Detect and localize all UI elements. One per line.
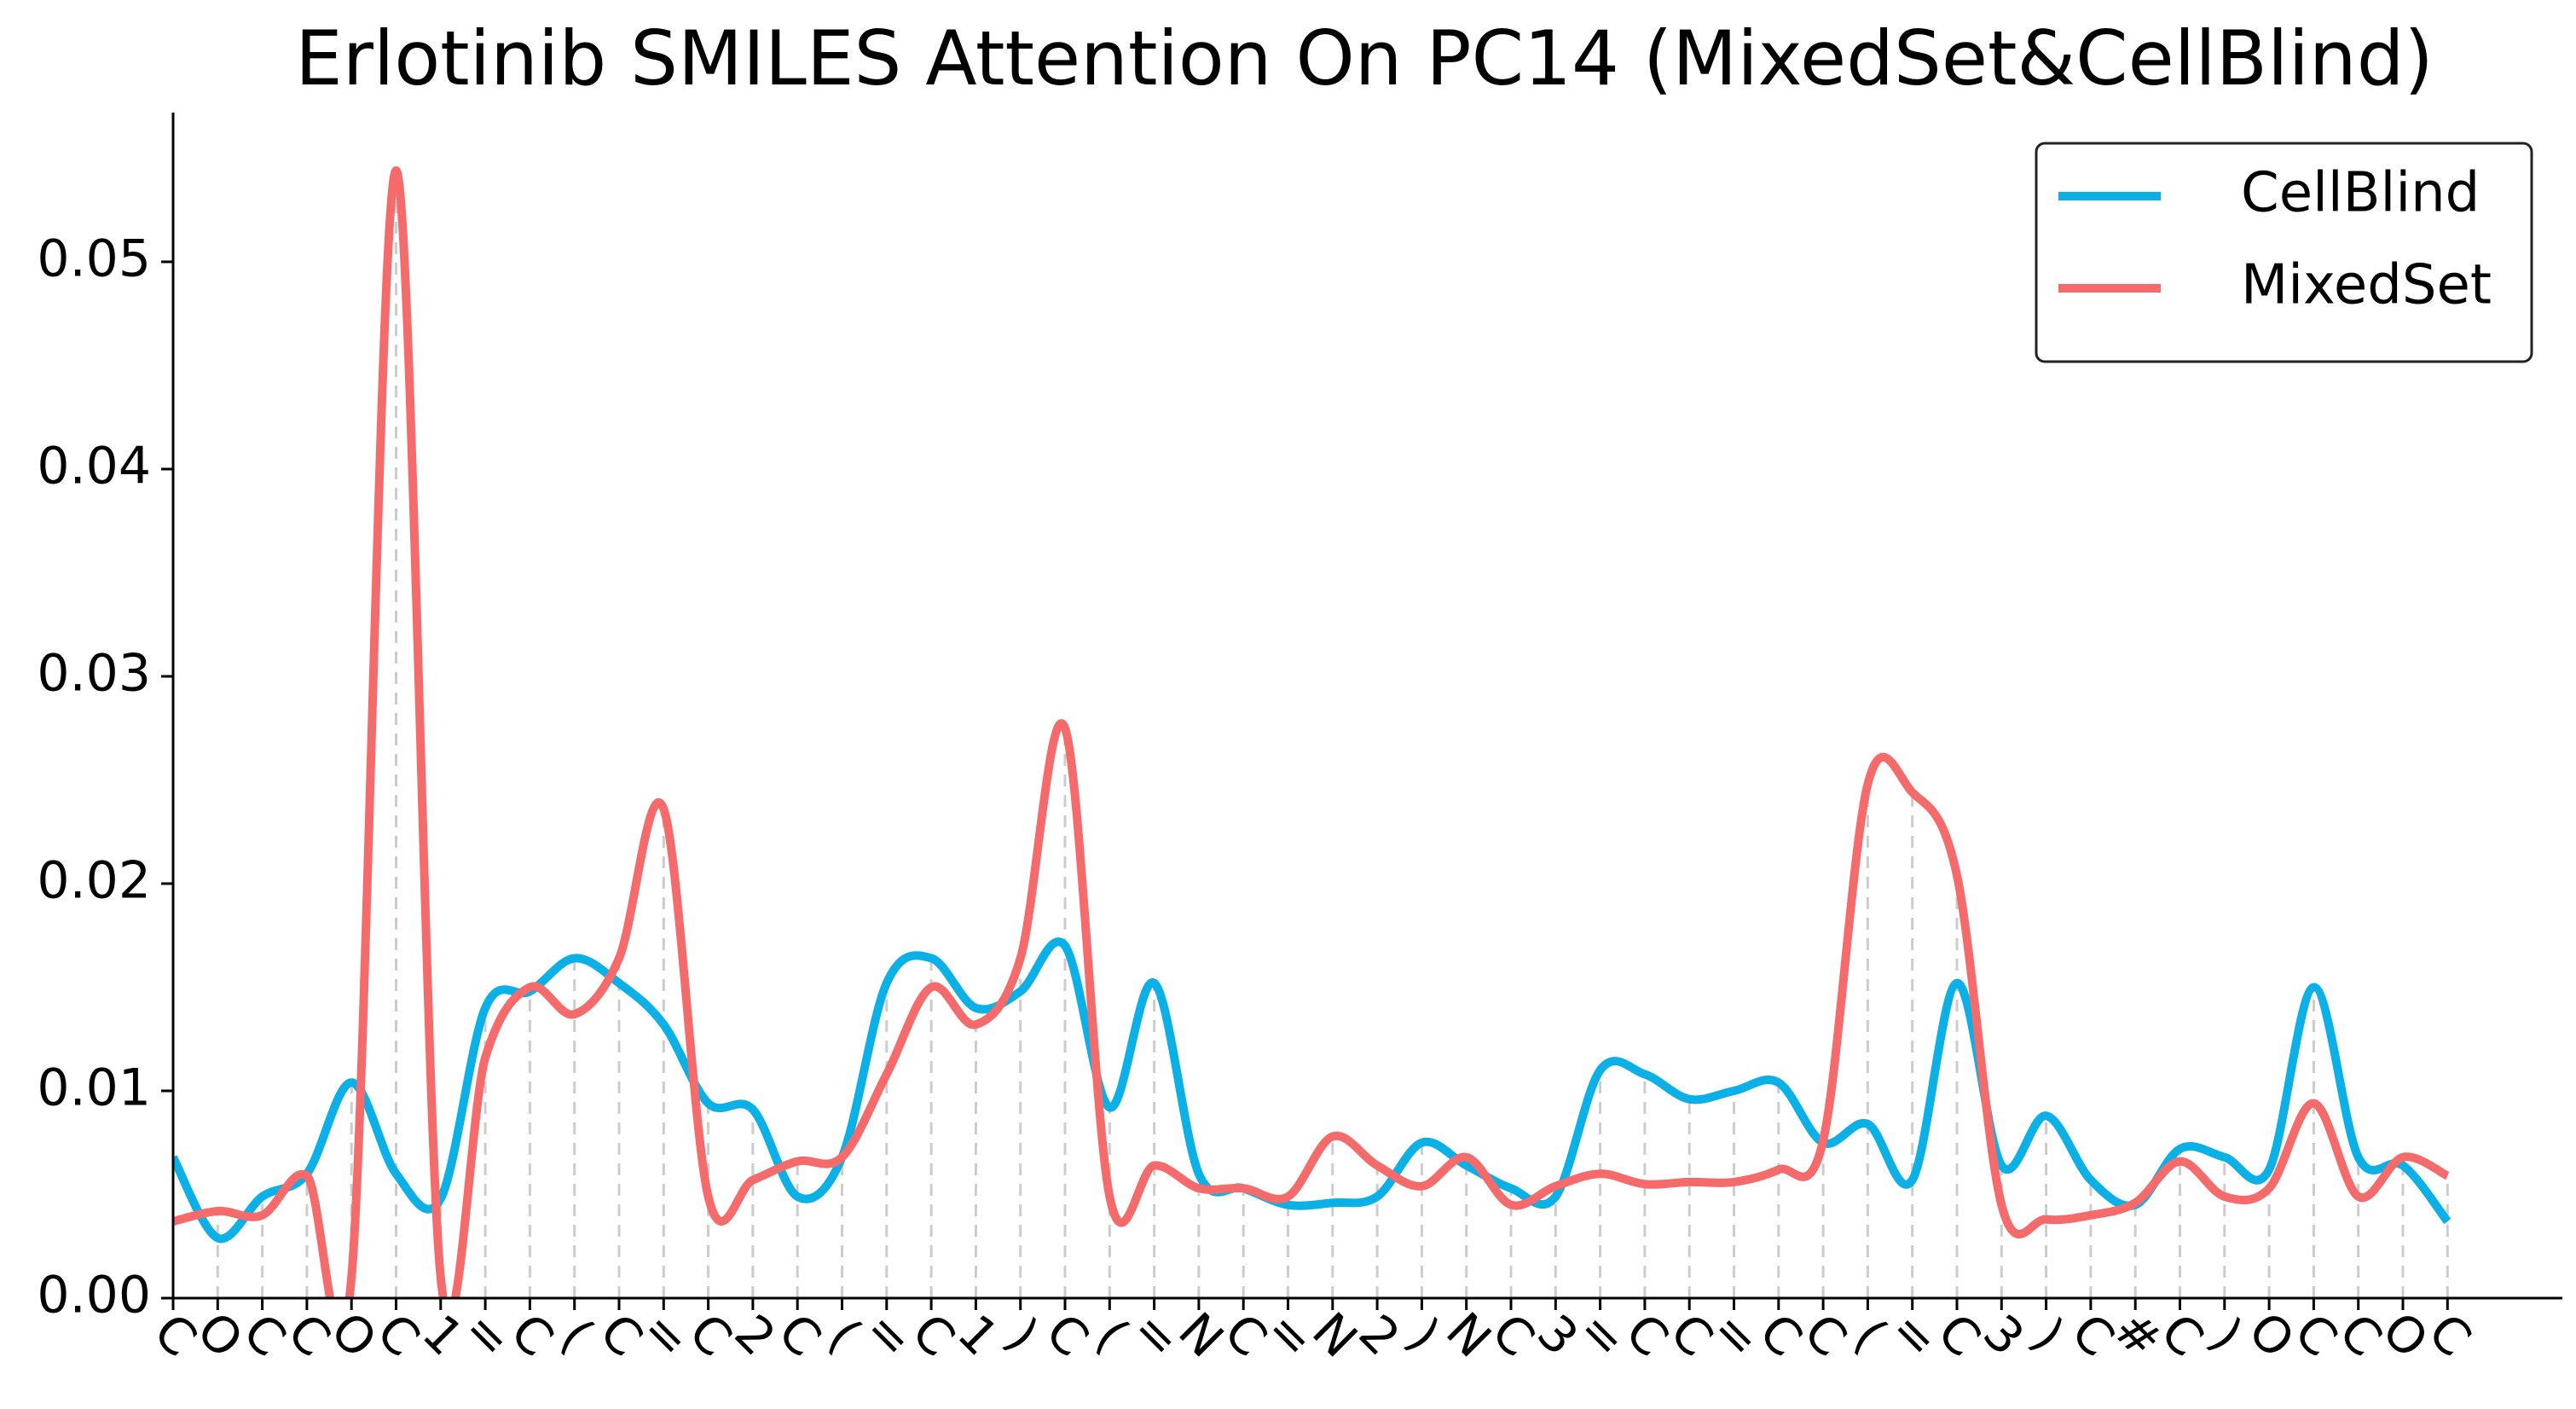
legend-label: MixedSet — [2241, 254, 2492, 317]
x-tick-label: C — [2150, 1302, 2215, 1368]
y-tick-label: 0.01 — [37, 1058, 151, 1118]
chart-title: Erlotinib SMILES Attention On PC14 (Mixe… — [295, 14, 2434, 102]
line-series — [173, 166, 2450, 1298]
x-tick-label: C — [2417, 1302, 2483, 1368]
x-tick-label: C — [1034, 1302, 1100, 1368]
y-tick-label: 0.05 — [37, 229, 151, 289]
y-tick-label: 0.00 — [37, 1266, 151, 1325]
x-tick-label: 2 — [1348, 1303, 1411, 1366]
y-tick-label: 0.02 — [37, 851, 151, 911]
x-tick-label: C — [767, 1302, 833, 1368]
x-tick-label: 3 — [1972, 1303, 2035, 1366]
x-tick-label: C — [500, 1302, 565, 1368]
plot-area — [173, 166, 2452, 1298]
line-series — [173, 937, 2452, 1244]
y-tick-label: 0.03 — [37, 644, 151, 704]
legend-label: CellBlind — [2241, 162, 2480, 225]
x-tick-label: C — [1792, 1302, 1858, 1368]
x-tick-label: 1 — [946, 1303, 1010, 1366]
legend: CellBlind MixedSet — [2035, 142, 2533, 363]
y-tick-label: 0.04 — [37, 437, 151, 496]
